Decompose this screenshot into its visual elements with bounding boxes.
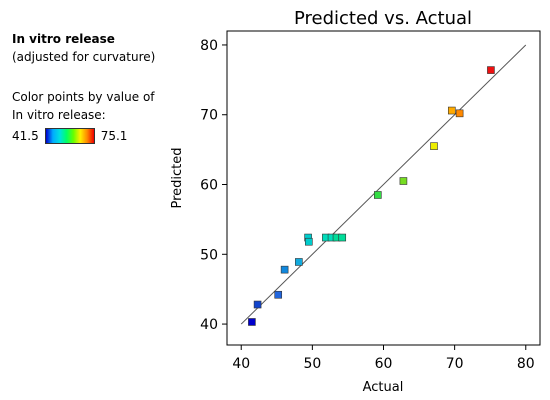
data-point: [295, 258, 303, 266]
color-gradient-bar: [44, 128, 95, 144]
y-tick-label: 80: [200, 38, 218, 54]
y-tick-label: 50: [200, 247, 218, 263]
data-point: [280, 265, 289, 274]
data-point: [399, 177, 408, 185]
legend-title: In vitro release: [12, 32, 115, 46]
color-scale-max-label: 75.1: [100, 129, 128, 143]
legend-caption-line1: Color points by value of: [12, 90, 155, 104]
legend-panel: In vitro release (adjusted for curvature…: [12, 30, 202, 144]
chart-title: Predicted vs. Actual: [294, 8, 472, 29]
x-axis-title: Actual: [363, 380, 404, 395]
x-tick-label: 50: [303, 356, 321, 372]
data-point: [305, 237, 313, 246]
x-tick-label: 70: [446, 356, 464, 372]
data-point: [248, 318, 256, 326]
color-scale: 41.5 75.1: [12, 128, 202, 144]
axis-ticks: 40 50 60 70 80 40 50 60 70 80: [200, 38, 535, 372]
reference-line: [240, 44, 527, 325]
data-point: [487, 66, 495, 74]
legend-caption-line2: In vitro release:: [12, 108, 106, 122]
data-point: [430, 142, 438, 150]
data-point: [253, 300, 262, 309]
data-point: [374, 191, 382, 199]
x-tick-label: 80: [517, 356, 535, 372]
data-point: [338, 233, 347, 242]
plot-frame: [226, 30, 541, 346]
color-scale-min-label: 41.5: [12, 129, 39, 143]
x-tick-label: 60: [375, 356, 393, 372]
data-point: [447, 106, 456, 115]
data-point: [455, 109, 464, 118]
x-tick-label: 40: [232, 356, 250, 372]
y-tick-label: 40: [200, 317, 218, 333]
y-tick-label: 60: [200, 178, 218, 194]
data-point: [274, 290, 283, 299]
y-axis-title: Predicted: [170, 147, 185, 208]
legend-subtitle: (adjusted for curvature): [12, 50, 156, 64]
data-points: [248, 66, 495, 326]
y-tick-label: 70: [200, 108, 218, 124]
